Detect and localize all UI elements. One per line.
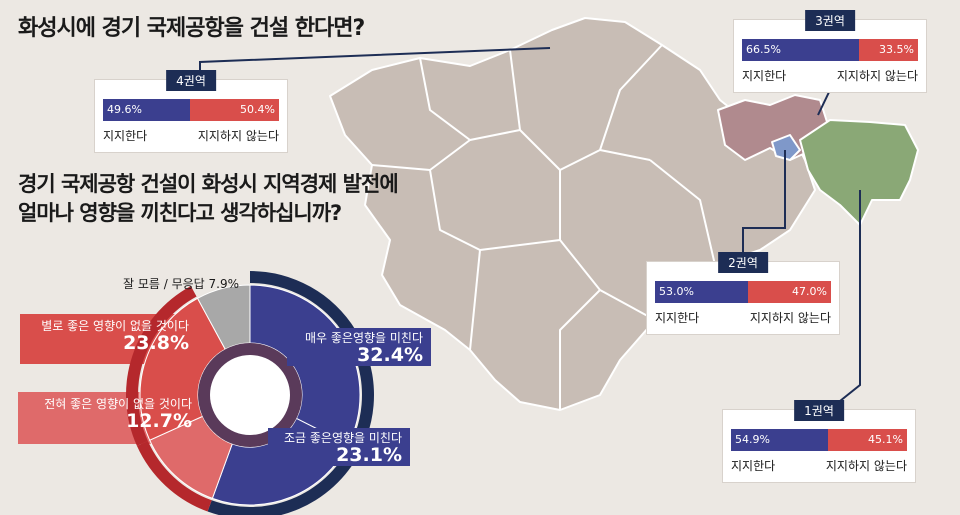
oppose-label: 지지하지 않는다 [836, 69, 918, 83]
map-region-2 [771, 134, 801, 161]
donut-label-4: 잘 모름 / 무응답 7.9% [123, 277, 240, 291]
donut-ring-0 [250, 271, 374, 451]
support-bar: 66.5% 33.5% [742, 39, 918, 61]
value-label: 23.8% [123, 332, 189, 354]
oppose-segment: 45.1% [827, 429, 907, 451]
donut-ring-2 [136, 440, 212, 512]
connector-1 [834, 190, 861, 406]
support-segment: 49.6% [103, 99, 191, 121]
map-region-1 [799, 119, 919, 226]
donut-ring-3 [125, 285, 197, 446]
support-label: 지지한다 [655, 311, 700, 325]
support-label: 지지한다 [731, 459, 776, 473]
oppose-segment: 47.0% [748, 281, 831, 303]
region-tag: 2권역 [718, 252, 768, 273]
oppose-label: 지지하지 않는다 [749, 311, 831, 325]
support-label: 지지한다 [742, 69, 787, 83]
region-tag: 3권역 [805, 10, 855, 31]
region-box-2: 2권역 53.0% 47.0% 지지한다 지지하지 않는다 [647, 252, 839, 334]
oppose-segment: 50.4% [190, 99, 279, 121]
donut-ring-1 [207, 445, 361, 515]
region-tag: 4권역 [166, 70, 216, 91]
category-label: 별로 좋은 영향이 없을 것이다 [41, 319, 189, 333]
donut-ring-4 [190, 271, 250, 297]
support-segment: 66.5% [742, 39, 860, 61]
donut-hole [210, 355, 290, 435]
category-label: 조금 좋은영향을 미친다 [283, 431, 402, 445]
support-bar: 53.0% 47.0% [655, 281, 831, 303]
donut-label-0: 매우 좋은영향을 미친다 32.4% [287, 328, 431, 366]
oppose-label: 지지하지 않는다 [825, 459, 907, 473]
hwaseong-map [329, 17, 919, 411]
map-district-lines [371, 44, 716, 410]
region-tag: 1권역 [794, 400, 844, 421]
connector-2 [742, 150, 786, 262]
region-box-3: 3권역 66.5% 33.5% 지지한다 지지하지 않는다 [734, 10, 926, 92]
support-bar: 49.6% 50.4% [103, 99, 279, 121]
donut-chart [18, 271, 374, 515]
value-label: 12.7% [126, 410, 192, 432]
region-box-4: 4권역 49.6% 50.4% 지지한다 지지하지 않는다 [95, 70, 287, 152]
category-label: 전혀 좋은 영향이 없을 것이다 [44, 397, 192, 411]
support-label: 지지한다 [103, 129, 148, 143]
support-segment: 53.0% [655, 281, 749, 303]
donut-label-2: 전혀 좋은 영향이 없을 것이다 12.7% [22, 396, 192, 432]
oppose-label: 지지하지 않는다 [197, 129, 279, 143]
value-label: 23.1% [336, 444, 402, 466]
value-label: 32.4% [357, 344, 423, 366]
support-bar: 54.9% 45.1% [731, 429, 907, 451]
donut-label-3: 별로 좋은 영향이 없을 것이다 23.8% [24, 318, 189, 354]
survey-question: 경기 국제공항 건설이 화성시 지역경제 발전에 얼마나 영향을 끼친다고 생각… [18, 172, 399, 225]
oppose-segment: 33.5% [859, 39, 918, 61]
category-label: 매우 좋은영향을 미친다 [304, 331, 423, 345]
region-box-1: 1권역 54.9% 45.1% 지지한다 지지하지 않는다 [723, 400, 915, 482]
donut-label-1: 조금 좋은영향을 미친다 23.1% [268, 428, 410, 466]
support-segment: 54.9% [731, 429, 828, 451]
page-title: 화성시에 경기 국제공항을 건설 한다면? [18, 16, 365, 41]
